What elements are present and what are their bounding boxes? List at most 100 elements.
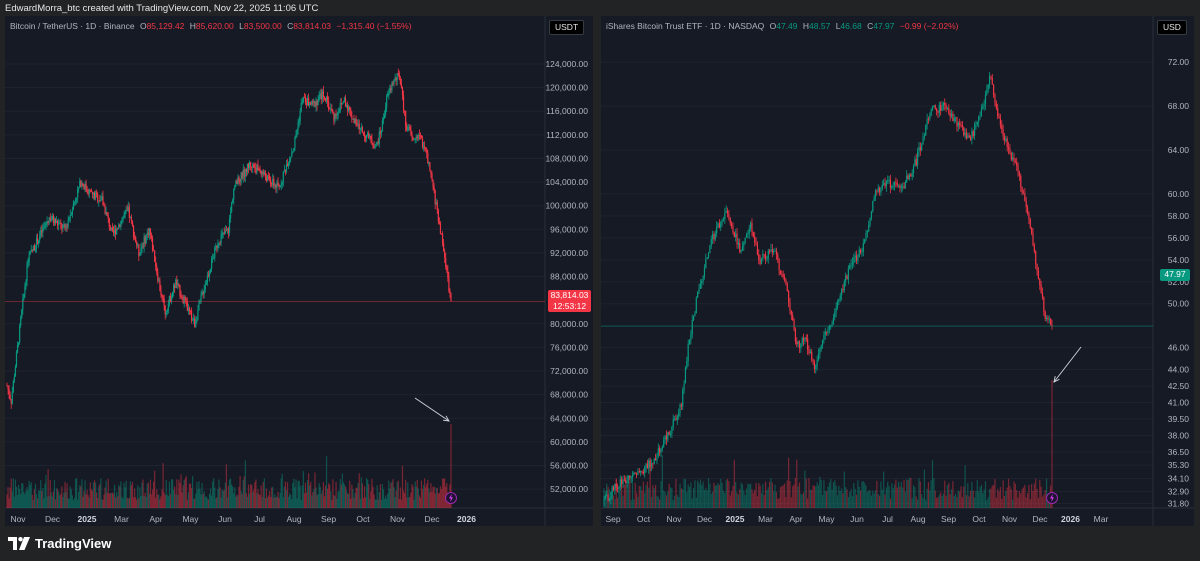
volume-bar [217, 489, 219, 508]
volume-bar [1044, 489, 1046, 508]
candle-body [432, 180, 434, 188]
volume-bar [686, 492, 688, 508]
candle-body [163, 298, 165, 306]
candle-body [721, 220, 723, 223]
volume-bar [399, 487, 401, 508]
y-tick-label: 58.00 [1168, 211, 1190, 221]
candle-body [385, 107, 387, 115]
ibit-open-label: O [769, 21, 777, 31]
candle-body [979, 115, 981, 117]
btc-chart-canvas[interactable]: 124,000.00120,000.00116,000.00112,000.00… [5, 16, 593, 526]
candle-body [627, 475, 630, 480]
candle-body [177, 283, 179, 286]
volume-bar [124, 487, 126, 508]
volume-bar [214, 487, 216, 508]
lightning-icon[interactable] [445, 492, 457, 504]
volume-bar [62, 497, 64, 508]
volume-bar [950, 489, 953, 508]
candle-body [44, 225, 46, 227]
btc-currency-button[interactable]: USDT [549, 20, 585, 35]
candle-body [991, 77, 993, 85]
candle-body [854, 255, 856, 258]
candle-body [390, 87, 392, 91]
candle-body [444, 251, 446, 258]
volume-bar [942, 493, 944, 508]
candle-body [250, 162, 252, 167]
candle-body [91, 191, 94, 195]
volume-bar [741, 484, 744, 508]
candle-body [343, 97, 346, 102]
ibit-chart-canvas[interactable]: 72.0068.0064.0060.0058.0056.0054.0052.00… [601, 16, 1194, 526]
candle-body [35, 238, 38, 249]
candle-body [198, 302, 200, 311]
candle-body [413, 139, 415, 141]
volume-bar [995, 497, 997, 508]
volume-bar [645, 485, 647, 508]
candle-body [81, 183, 83, 187]
btc-chart-panel[interactable]: 124,000.00 120,000.00 116,000.00 112,000.00… [5, 16, 593, 526]
candle-body [675, 418, 677, 421]
candle-body [713, 234, 715, 240]
volume-bar [355, 488, 357, 508]
candle-body [610, 497, 612, 499]
candle-body [267, 175, 270, 177]
candle-body [1041, 292, 1044, 298]
volume-bar [93, 480, 96, 508]
candle-body [976, 121, 978, 125]
volume-bar [184, 478, 186, 508]
volume-bar [283, 486, 285, 508]
volume-bar [895, 479, 897, 508]
candle-body [1032, 233, 1034, 246]
candle-body [117, 228, 119, 230]
header-credit: EdwardMorra_btc created with TradingView… [5, 3, 319, 14]
volume-bar [29, 484, 31, 508]
x-tick-label: Apr [149, 514, 162, 524]
candle-body [210, 259, 213, 270]
volume-bar [50, 492, 52, 508]
volume-bar [849, 492, 851, 508]
volume-bar [151, 489, 154, 508]
candle-body [192, 319, 194, 321]
lightning-icon[interactable] [1046, 492, 1058, 504]
candle-body [673, 418, 676, 420]
volume-bar [892, 488, 894, 508]
candle-body [782, 274, 784, 278]
candle-body [305, 102, 308, 106]
candle-body [716, 226, 718, 234]
candle-body [330, 108, 332, 110]
volume-bar [821, 494, 824, 508]
candle-body [68, 218, 70, 221]
volume-bar [316, 495, 318, 508]
volume-bar [383, 498, 386, 508]
volume-bar [257, 489, 259, 508]
tradingview-brand[interactable]: TradingView [8, 536, 111, 551]
volume-bar [417, 488, 419, 508]
candle-body [306, 97, 309, 106]
volume-bar [173, 489, 175, 508]
candle-body [650, 463, 653, 467]
candle-body [649, 460, 651, 467]
volume-bar [196, 482, 198, 508]
volume-bar [405, 479, 407, 508]
volume-bar [1010, 489, 1012, 508]
ibit-chart-panel[interactable]: 72.00 68.00 64.00 60.00 58.00 56.00 54.00 52.00… [601, 16, 1194, 526]
volume-bar [608, 489, 611, 508]
volume-bar [70, 489, 72, 508]
candle-body [166, 310, 168, 312]
candle-body [1001, 125, 1003, 130]
candle-body [448, 277, 450, 292]
volume-bar [440, 489, 443, 508]
volume-bar [827, 486, 829, 508]
btc-last-price: 83,814.03 [550, 290, 589, 300]
candle-body [745, 234, 748, 238]
candle-body [67, 220, 69, 227]
ibit-currency-button[interactable]: USD [1157, 20, 1187, 35]
candle-body [1003, 136, 1006, 141]
candle-body [292, 151, 294, 154]
volume-bar [233, 493, 235, 508]
candle-body [220, 235, 222, 244]
volume-bar [987, 497, 989, 508]
candle-body [1029, 219, 1031, 228]
volume-bar [195, 493, 197, 508]
candle-body [1044, 311, 1046, 319]
